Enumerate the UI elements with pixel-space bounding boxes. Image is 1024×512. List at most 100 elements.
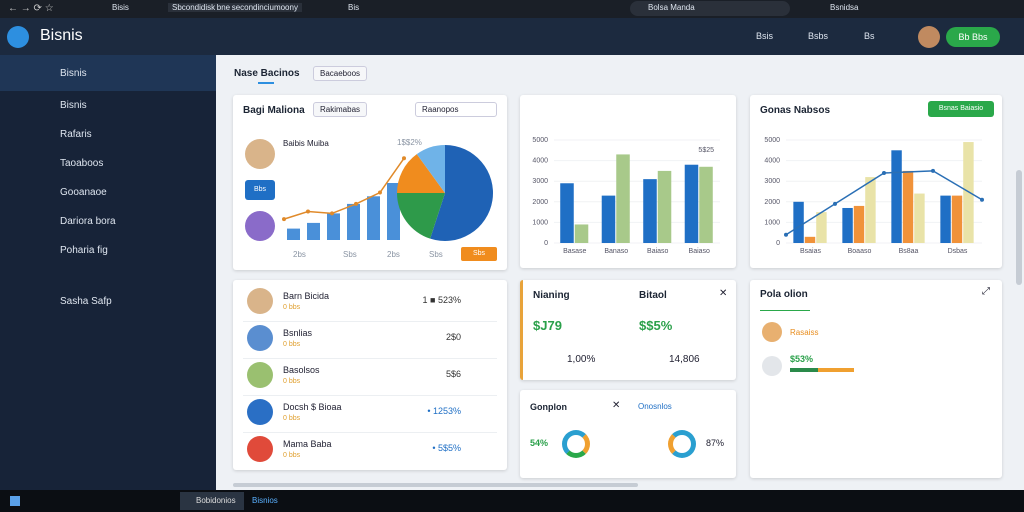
bar bbox=[951, 195, 963, 243]
card-button[interactable]: Sbs bbox=[461, 247, 497, 261]
bar bbox=[902, 170, 914, 243]
line-point bbox=[354, 201, 358, 206]
sidebar-active bbox=[0, 55, 216, 91]
row-sub: 0 bbs bbox=[283, 304, 301, 311]
sidebar-item[interactable]: Gooanaoe bbox=[60, 187, 107, 198]
card-button[interactable]: Bsnas Baiasio bbox=[928, 101, 994, 117]
expand[interactable]: ⤢ bbox=[982, 286, 990, 297]
row-name: Docsh $ Bioaa bbox=[283, 402, 342, 412]
legend-item: 2bs bbox=[387, 250, 400, 259]
divider bbox=[243, 358, 497, 359]
y-tick-label: 4000 bbox=[764, 158, 780, 165]
sidebar-item[interactable]: Rafaris bbox=[60, 129, 92, 140]
avatar bbox=[247, 362, 273, 388]
bar-chart: 0 1000 2000 3000 4000 5000 Basase Banaso Baiaso B… bbox=[532, 137, 720, 255]
y-tick-label: 1000 bbox=[764, 219, 780, 226]
select[interactable]: Rakimabas bbox=[313, 102, 368, 117]
row-value: 1 ■ 523% bbox=[422, 295, 461, 305]
kpi-value: $$5% bbox=[639, 318, 673, 333]
row-name: Basolsos bbox=[283, 365, 320, 375]
avatar[interactable] bbox=[918, 26, 940, 48]
logo bbox=[7, 26, 29, 48]
bar bbox=[684, 164, 699, 243]
divider bbox=[243, 395, 497, 396]
sidebar-item[interactable]: Dariora bora bbox=[60, 216, 116, 227]
y-tick-label: 5000 bbox=[764, 137, 780, 144]
sidebar-item[interactable]: Poharia fig bbox=[60, 245, 108, 256]
legend-item: 2bs bbox=[293, 250, 306, 259]
search[interactable]: Raanopos bbox=[415, 102, 497, 117]
sidebar-item[interactable]: Bisnis bbox=[60, 100, 87, 111]
task-app[interactable]: Bobidonios bbox=[180, 492, 244, 510]
y-tick-label: 3000 bbox=[532, 178, 548, 185]
app-header: Bisnis Bsis Bsbs Bs Bb Bbs bbox=[0, 18, 1024, 55]
y-tick-label: 4000 bbox=[532, 158, 548, 165]
kpi-card: Nianing $J79 1,00% Bitaol $$5% 14,806 ✕ bbox=[520, 280, 736, 380]
row-value: 5$6 bbox=[445, 369, 461, 379]
bar bbox=[616, 154, 630, 243]
badge: Bbs bbox=[245, 180, 275, 200]
x-tick-label: Basase bbox=[563, 248, 586, 255]
sidebar: Bisnis Bisnis Rafaris Taoaboos Gooanaoe … bbox=[0, 55, 216, 490]
legend-item: Sbs bbox=[429, 250, 443, 259]
bar bbox=[818, 368, 854, 372]
avatar bbox=[247, 436, 273, 462]
line-point bbox=[378, 190, 382, 195]
bar bbox=[842, 207, 853, 243]
close[interactable]: ✕ bbox=[612, 400, 621, 411]
tab[interactable]: Bis bbox=[348, 3, 360, 12]
x-tick-label: Boaaso bbox=[848, 248, 872, 255]
stat: 1$$2% bbox=[397, 138, 422, 147]
start[interactable] bbox=[10, 496, 20, 506]
line-point bbox=[833, 201, 837, 206]
nav-icons[interactable]: ← → ⟳ ☆ bbox=[8, 3, 54, 14]
header-button[interactable]: Bb Bbs bbox=[946, 27, 1000, 47]
tab[interactable]: Bisis bbox=[112, 3, 129, 12]
legend-item: Sbs bbox=[343, 250, 357, 259]
poll-item: Rasaiss bbox=[790, 328, 819, 337]
close[interactable]: ✕ bbox=[719, 288, 728, 299]
bar bbox=[853, 205, 865, 243]
bar bbox=[347, 203, 360, 240]
kpi-foot: 1,00% bbox=[567, 354, 596, 365]
nav-link[interactable]: Bsis bbox=[756, 31, 774, 41]
kpi-label: Bitaol bbox=[639, 290, 667, 301]
pie-slice bbox=[397, 154, 445, 193]
row-sub: 0 bbs bbox=[283, 378, 301, 385]
y-tick-label: 2000 bbox=[764, 199, 780, 206]
h-scrollbar[interactable] bbox=[233, 483, 638, 487]
bar bbox=[327, 213, 340, 240]
avatar bbox=[762, 356, 782, 376]
scrollbar[interactable] bbox=[1016, 170, 1022, 285]
line bbox=[283, 157, 405, 220]
label: Gonplon bbox=[530, 402, 567, 412]
bar bbox=[560, 183, 574, 243]
donut-card: Gonplon ✕ Onosnlos 54% 87% bbox=[520, 390, 736, 478]
bar bbox=[804, 236, 816, 243]
bar bbox=[865, 177, 876, 243]
annotation: 5$25 bbox=[698, 147, 714, 154]
dropdown[interactable]: Bacaeboos bbox=[313, 66, 368, 81]
donut-value: 87% bbox=[706, 438, 725, 448]
x-tick-label: Baiaso bbox=[647, 248, 669, 255]
task-app[interactable]: Bisnios bbox=[252, 496, 278, 505]
avatar bbox=[247, 325, 273, 351]
kpi-label: Nianing bbox=[533, 290, 570, 301]
row-value: • 5$5% bbox=[432, 443, 461, 453]
sidebar-item[interactable]: Sasha Safp bbox=[60, 296, 112, 307]
y-tick-label: 3000 bbox=[764, 178, 780, 185]
nav-link[interactable]: Bsbs bbox=[808, 31, 829, 41]
pie-slice bbox=[416, 145, 445, 193]
x-tick-label: Bs8aa bbox=[899, 248, 919, 255]
sidebar-item[interactable]: Bisnis bbox=[60, 68, 87, 79]
tab[interactable]: Sbcondidisk bne secondinciumoony bbox=[168, 3, 302, 12]
profile[interactable]: Bsnidsa bbox=[830, 3, 859, 12]
line-point bbox=[980, 197, 984, 202]
donut-value: 54% bbox=[530, 438, 549, 448]
address-bar[interactable]: Bolsa Manda bbox=[630, 1, 790, 16]
bar bbox=[367, 196, 380, 240]
avatar bbox=[245, 139, 275, 169]
nav-link[interactable]: Bs bbox=[864, 31, 875, 41]
sidebar-item[interactable]: Taoaboos bbox=[60, 158, 104, 169]
